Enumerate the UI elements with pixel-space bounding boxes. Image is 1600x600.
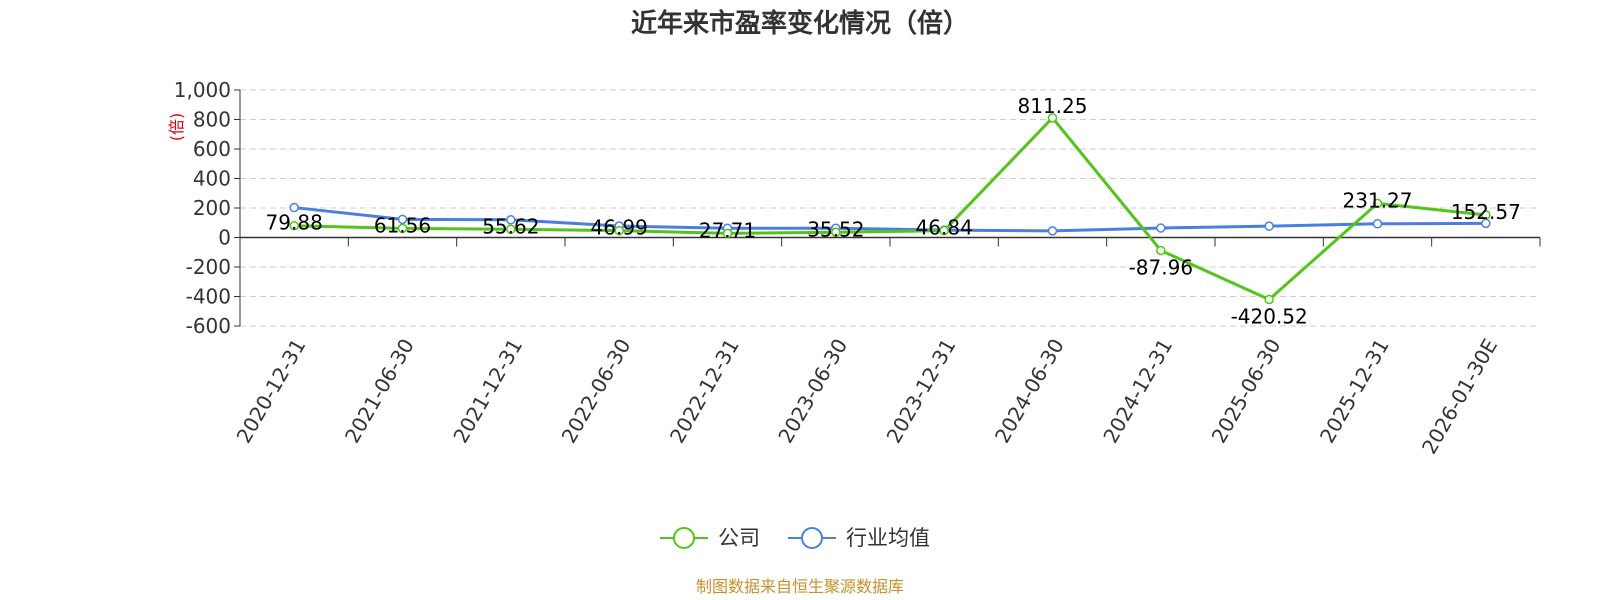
company-series-line bbox=[294, 116, 1486, 302]
legend-company-marker bbox=[673, 527, 695, 549]
legend-item-company[interactable]: 公司 bbox=[660, 526, 760, 550]
x-tick-label: 2021-12-31 bbox=[448, 335, 527, 448]
x-tick-label: 2024-06-30 bbox=[990, 335, 1069, 448]
industry-data-point bbox=[1264, 221, 1274, 231]
x-tick-label: 2025-12-31 bbox=[1315, 335, 1394, 448]
industry-data-point bbox=[1156, 223, 1166, 233]
company-data-point bbox=[939, 225, 949, 236]
company-data-label: -420.52 bbox=[1231, 305, 1308, 329]
legend: 公司 行业均值 bbox=[660, 526, 930, 550]
company-data-point bbox=[831, 227, 841, 238]
y-tick-label: 1,000 bbox=[174, 78, 231, 102]
company-data-label: 79.88 bbox=[266, 211, 323, 235]
industry-data-point bbox=[1047, 226, 1058, 236]
industry-data-point bbox=[1372, 219, 1383, 229]
legend-industry-marker bbox=[801, 527, 823, 549]
series-lines bbox=[289, 113, 1491, 305]
x-tick-label: 2025-06-30 bbox=[1207, 335, 1286, 448]
legend-company-label: 公司 bbox=[718, 526, 760, 550]
x-tick-label: 2020-12-31 bbox=[232, 335, 311, 448]
y-tick-label: 200 bbox=[193, 196, 231, 220]
x-tick-label: 2024-12-31 bbox=[1098, 335, 1177, 448]
industry-series-line bbox=[294, 206, 1486, 233]
company-data-label: 811.25 bbox=[1018, 94, 1088, 118]
y-tick-label: -200 bbox=[186, 255, 231, 279]
industry-data-point bbox=[289, 202, 299, 213]
company-data-label: 27.71 bbox=[699, 218, 756, 242]
company-data-label: 152.57 bbox=[1451, 200, 1521, 224]
y-tick-label: -600 bbox=[186, 314, 231, 338]
company-data-point bbox=[1372, 198, 1383, 209]
x-tick-label: 2026-01-30E bbox=[1417, 335, 1502, 459]
company-data-label: 46.99 bbox=[591, 216, 648, 240]
legend-industry-label: 行业均值 bbox=[846, 526, 930, 550]
data-labels: 79.88 61.56 55.62 46.99 27.71 35.52 46.84 811.2… bbox=[266, 94, 1521, 329]
company-data-label: 46.84 bbox=[916, 216, 973, 240]
y-tick-label: -400 bbox=[186, 285, 231, 309]
company-data-point bbox=[1481, 210, 1491, 220]
x-tick-label: 2021-06-30 bbox=[340, 335, 419, 448]
company-data-label: 231.27 bbox=[1343, 188, 1413, 212]
y-tick-label: 600 bbox=[193, 137, 231, 161]
company-data-point bbox=[506, 224, 516, 235]
data-source-note: 制图数据来自恒生聚源数据库 bbox=[696, 577, 904, 596]
x-tick-label: 2022-12-31 bbox=[665, 335, 744, 448]
company-data-point bbox=[1156, 245, 1166, 256]
x-tick-label: 2023-12-31 bbox=[882, 335, 961, 448]
grid-lines bbox=[240, 89, 1540, 327]
company-data-label: -87.96 bbox=[1129, 255, 1193, 279]
industry-data-point bbox=[506, 215, 516, 225]
company-data-point bbox=[289, 220, 299, 231]
axes: 1,000 800 600 400 200 0 -200 -400 -6002020-12-31… bbox=[174, 78, 1541, 459]
company-data-label: 55.62 bbox=[482, 214, 539, 238]
company-data-point bbox=[614, 225, 624, 236]
y-tick-label: 0 bbox=[218, 226, 231, 250]
x-tick-label: 2023-06-30 bbox=[773, 335, 852, 448]
industry-data-point bbox=[397, 214, 408, 225]
y-tick-label: 800 bbox=[193, 108, 231, 132]
legend-item-industry-avg[interactable]: 行业均值 bbox=[788, 526, 930, 550]
company-data-label: 61.56 bbox=[374, 213, 431, 237]
company-data-point bbox=[1047, 113, 1058, 123]
y-axis-unit: (倍) bbox=[167, 113, 186, 142]
chart-title: 近年来市盈率变化情况（倍） bbox=[631, 8, 969, 39]
x-tick-label: 2022-06-30 bbox=[557, 335, 636, 448]
company-data-point bbox=[1264, 294, 1274, 305]
y-tick-label: 400 bbox=[193, 167, 231, 191]
company-data-label: 35.52 bbox=[807, 217, 864, 241]
company-data-point bbox=[397, 223, 408, 234]
company-data-point bbox=[722, 228, 733, 239]
